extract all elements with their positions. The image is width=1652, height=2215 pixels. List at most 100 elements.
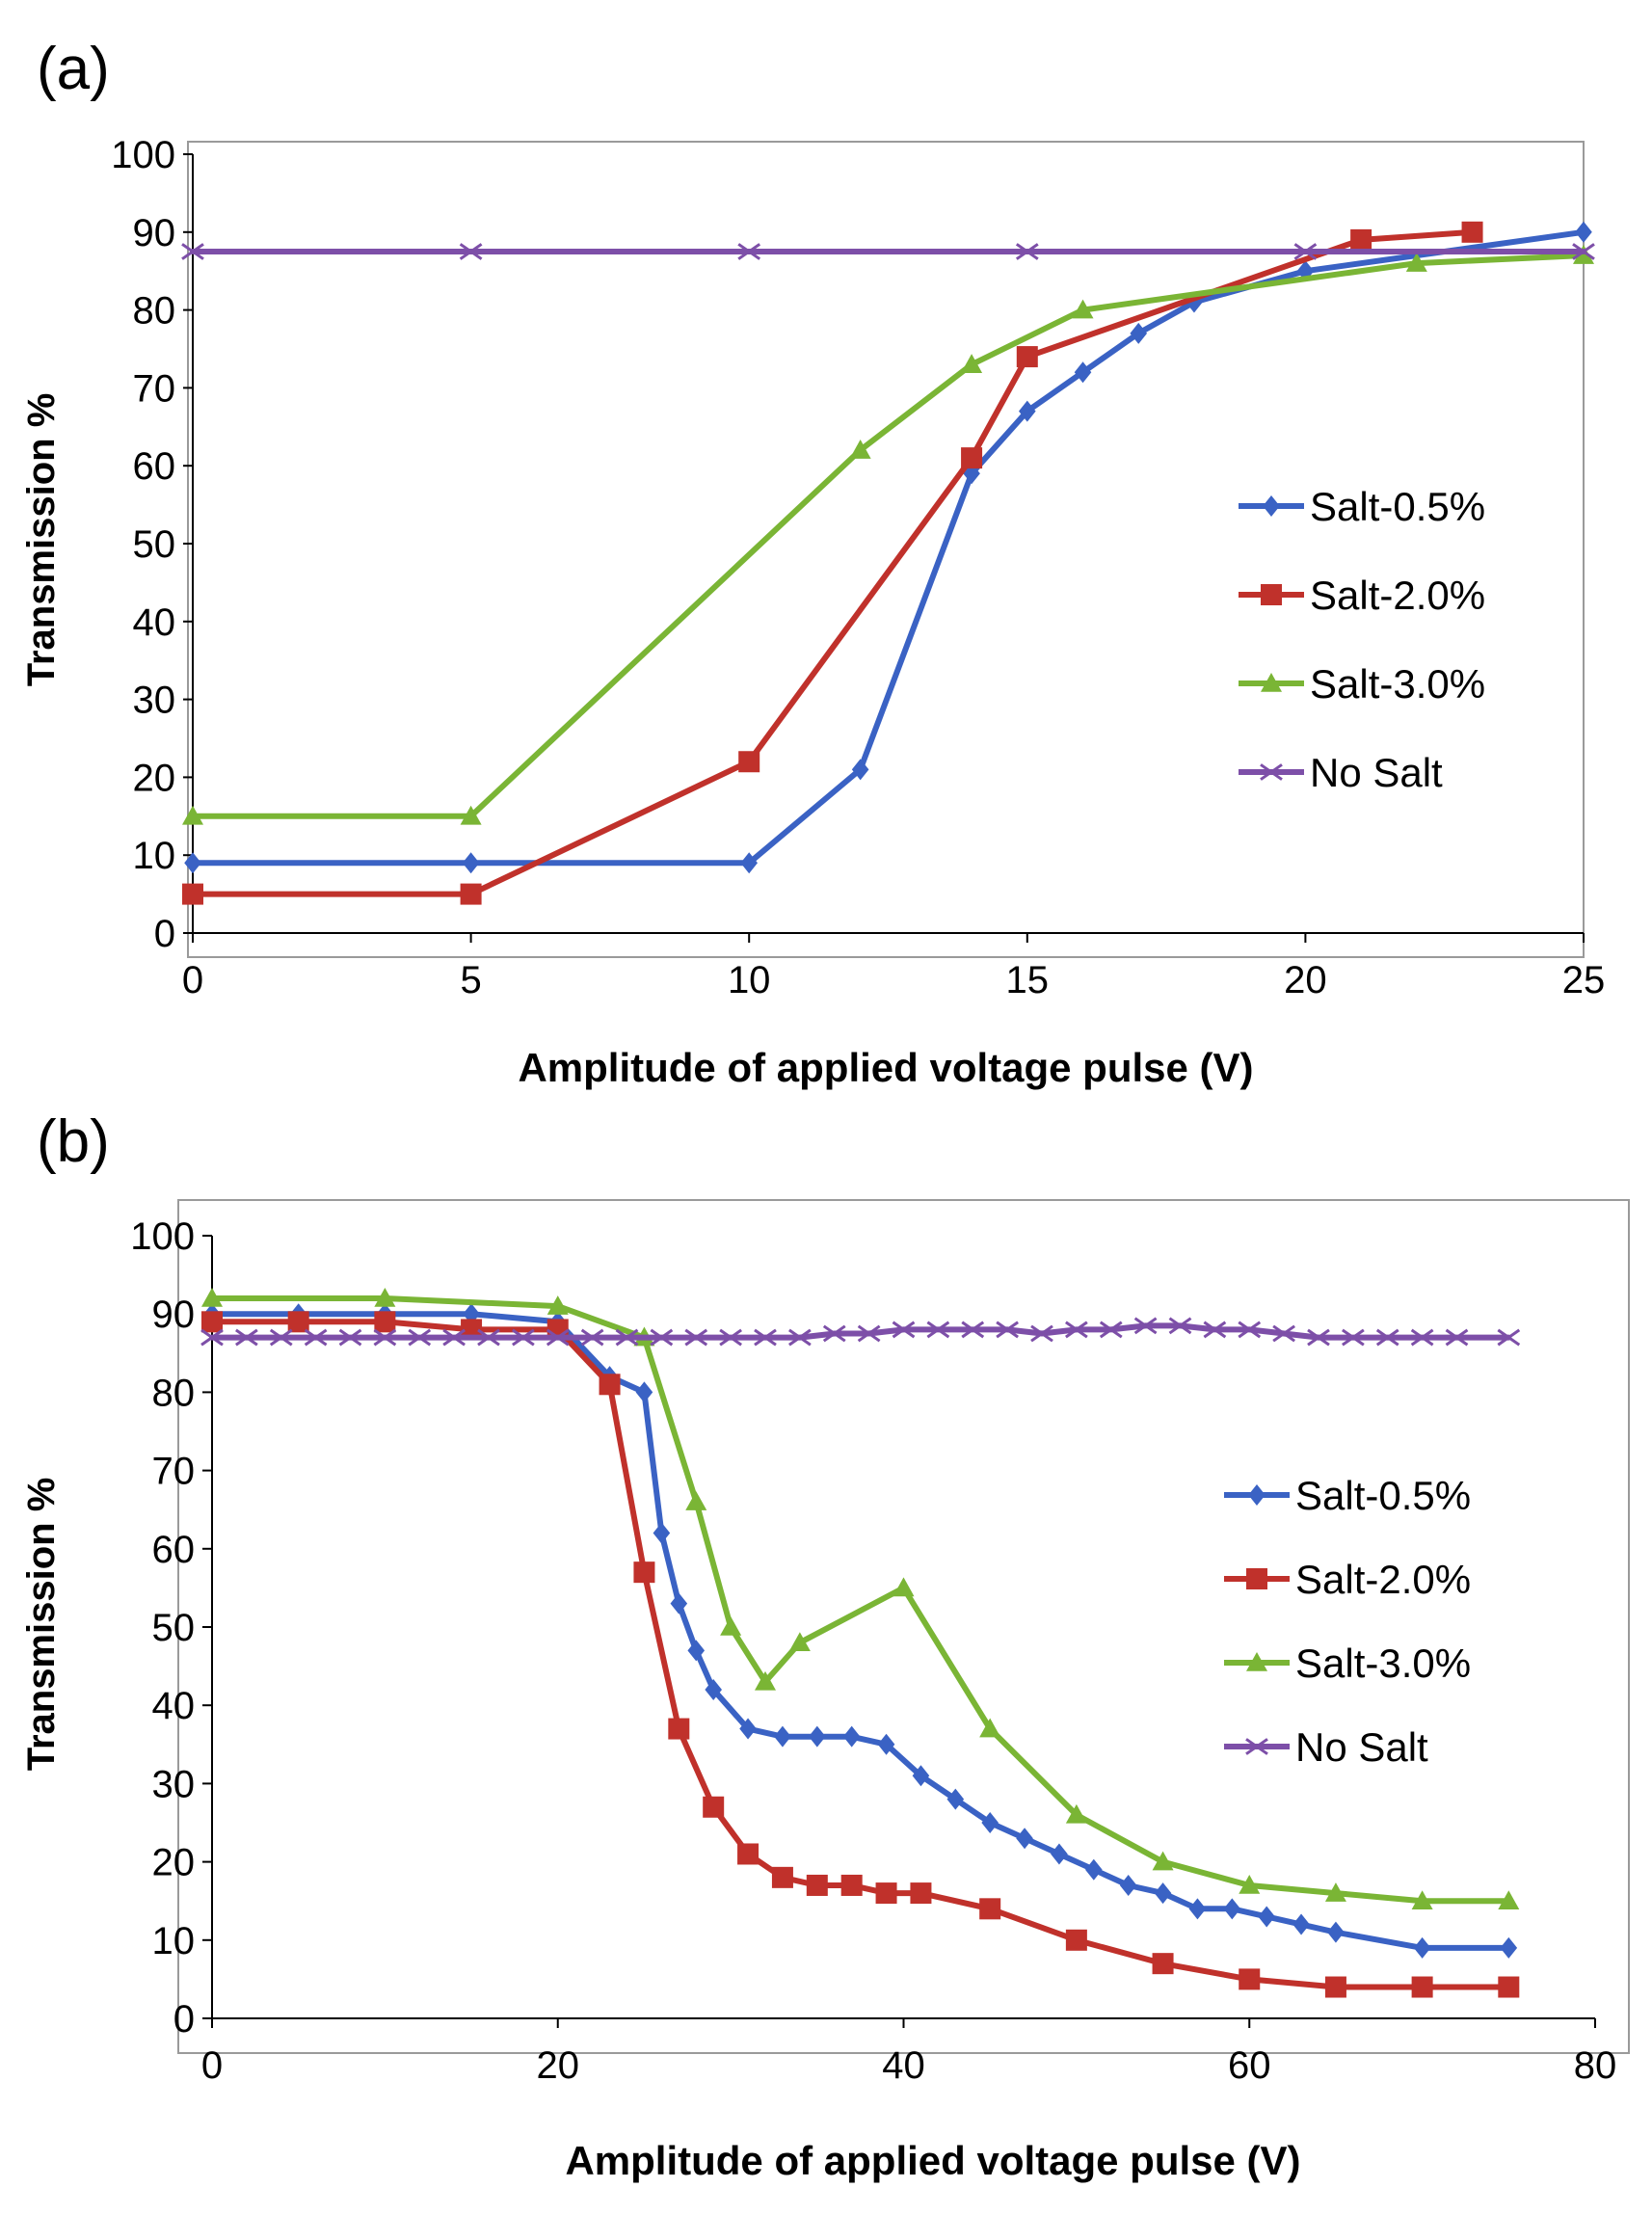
legend-item-salt-2-0: Salt-2.0% xyxy=(1239,573,1485,618)
point-salt-0-5 xyxy=(1292,1913,1310,1935)
point-no-salt xyxy=(996,1321,1019,1339)
point-salt-0-5 xyxy=(1154,1882,1172,1905)
legend-label: No Salt xyxy=(1295,1724,1428,1770)
point-salt-0-5 xyxy=(1019,400,1036,422)
point-salt-2-0 xyxy=(182,883,203,905)
point-salt-3-0 xyxy=(201,1287,223,1307)
y-tick-label: 100 xyxy=(130,1215,195,1258)
point-salt-3-0 xyxy=(979,1718,1001,1738)
y-tick-label: 90 xyxy=(152,1294,196,1336)
point-no-salt xyxy=(546,1328,570,1347)
point-no-salt xyxy=(1293,243,1318,260)
point-salt-0-5 xyxy=(1016,1828,1033,1850)
point-salt-0-5 xyxy=(946,1788,965,1810)
legend-label: Salt-3.0% xyxy=(1295,1641,1471,1686)
x-tick-label: 10 xyxy=(728,959,771,1001)
y-tick-label: 70 xyxy=(133,367,176,410)
series-no-salt xyxy=(181,243,1595,260)
legend-label: Salt-0.5% xyxy=(1310,484,1485,529)
point-no-salt xyxy=(338,1328,362,1347)
point-no-salt xyxy=(719,1328,742,1347)
point-no-salt xyxy=(181,243,204,260)
series-salt-2-0 xyxy=(182,221,1483,905)
panel-a-label: (a) xyxy=(37,36,110,102)
point-salt-0-5 xyxy=(1188,1898,1207,1920)
point-no-salt xyxy=(788,1328,812,1347)
point-salt-2-0 xyxy=(1324,1976,1346,1998)
series-line-salt-3-0 xyxy=(209,1295,1512,1905)
legend-label: No Salt xyxy=(1310,750,1443,795)
point-salt-2-0 xyxy=(599,1374,621,1396)
point-salt-3-0 xyxy=(182,805,203,825)
point-no-salt xyxy=(1168,1317,1192,1335)
point-salt-2-0 xyxy=(737,1843,759,1865)
point-salt-3-0 xyxy=(961,354,983,373)
y-tick-label: 20 xyxy=(152,1842,196,1884)
point-salt-2-0 xyxy=(287,1311,309,1333)
point-salt-2-0 xyxy=(1065,1929,1087,1951)
x-tick-label: 20 xyxy=(1284,959,1327,1001)
legend-item-salt-3-0: Salt-3.0% xyxy=(1224,1641,1471,1686)
point-no-salt xyxy=(442,1328,466,1347)
point-salt-3-0 xyxy=(849,440,871,459)
legend-item-salt-0-5: Salt-0.5% xyxy=(1239,484,1485,529)
point-salt-0-5 xyxy=(1223,1898,1241,1920)
point-no-salt xyxy=(408,1328,432,1347)
point-salt-0-5 xyxy=(705,1678,722,1700)
point-salt-0-5 xyxy=(670,1592,688,1615)
point-salt-2-0 xyxy=(1152,1953,1174,1975)
point-no-salt xyxy=(580,1328,604,1347)
point-no-salt xyxy=(1375,1328,1399,1347)
legend-marker xyxy=(1246,1568,1267,1589)
y-tick-label: 70 xyxy=(152,1451,196,1493)
point-salt-2-0 xyxy=(910,1882,932,1905)
point-no-salt xyxy=(200,1328,224,1347)
point-no-salt xyxy=(615,1328,639,1347)
point-salt-3-0 xyxy=(1152,1851,1174,1871)
y-tick-label: 40 xyxy=(152,1685,196,1727)
y-tick-label: 0 xyxy=(173,1998,195,2041)
panel-b-xlabel: Amplitude of applied voltage pulse (V) xyxy=(565,2138,1300,2183)
point-salt-3-0 xyxy=(460,805,482,825)
point-no-salt xyxy=(961,1321,985,1339)
point-salt-0-5 xyxy=(184,852,201,874)
panel-a-plot: 0 10 20 30 40 50 60 70 80 90 100 0 5 10 15 20 25 xyxy=(111,134,1605,1001)
point-salt-0-5 xyxy=(851,759,869,781)
point-no-salt xyxy=(1410,1328,1434,1347)
panel-b-legend: Salt-0.5% Salt-2.0% Salt-3.0% No Salt xyxy=(1224,1473,1471,1770)
legend-marker xyxy=(1261,673,1282,692)
point-salt-0-5 xyxy=(1413,1936,1431,1959)
point-salt-0-5 xyxy=(1085,1858,1103,1881)
point-salt-2-0 xyxy=(771,1866,793,1888)
y-tick-label: 40 xyxy=(133,601,176,644)
point-no-salt xyxy=(512,1328,535,1347)
legend-item-salt-2-0: Salt-2.0% xyxy=(1224,1557,1471,1602)
point-salt-3-0 xyxy=(1072,299,1094,319)
point-salt-2-0 xyxy=(1350,228,1372,251)
point-salt-2-0 xyxy=(703,1796,725,1818)
x-tick-label: 0 xyxy=(182,959,203,1001)
point-no-salt xyxy=(1272,1324,1295,1343)
y-tick-label: 90 xyxy=(133,212,176,254)
panel-b-label: (b) xyxy=(37,1108,110,1175)
series-salt-3-0 xyxy=(201,1287,1520,1909)
series-salt-3-0 xyxy=(182,245,1594,825)
point-salt-3-0 xyxy=(893,1577,915,1597)
legend-marker xyxy=(1261,584,1282,605)
y-tick-label: 10 xyxy=(133,835,176,877)
point-salt-3-0 xyxy=(1405,253,1427,272)
point-salt-3-0 xyxy=(1411,1890,1433,1909)
point-no-salt xyxy=(1307,1328,1330,1347)
y-tick-label: 50 xyxy=(152,1607,196,1649)
panel-b-ylabel: Transmission % xyxy=(20,1478,63,1772)
point-salt-0-5 xyxy=(635,1381,653,1403)
legend-label: Salt-3.0% xyxy=(1310,661,1485,707)
legend-marker xyxy=(1260,763,1283,781)
point-salt-2-0 xyxy=(374,1311,396,1333)
legend-item-salt-0-5: Salt-0.5% xyxy=(1224,1473,1471,1518)
series-no-salt xyxy=(200,1317,1521,1347)
point-salt-2-0 xyxy=(1498,1976,1520,1998)
point-salt-0-5 xyxy=(1258,1906,1275,1928)
point-no-salt xyxy=(373,1328,397,1347)
